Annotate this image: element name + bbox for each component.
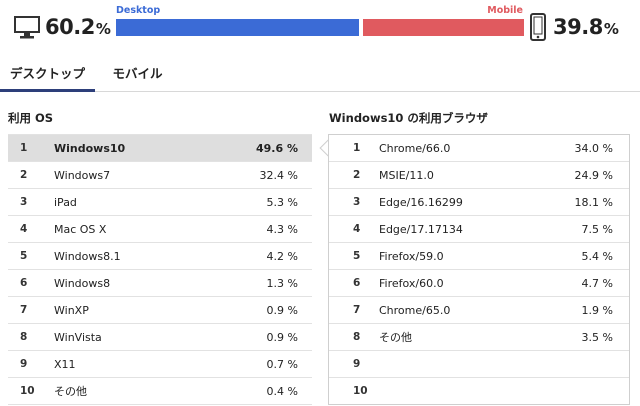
os-name: Mac OS X (54, 223, 107, 236)
browser-share: 18.1 % (574, 196, 613, 209)
os-share: 0.9 % (266, 304, 298, 317)
os-name: Windows10 (54, 142, 126, 155)
browser-name: Edge/16.16299 (379, 196, 463, 209)
browser-row-1: 1 Chrome/66.0 34.0 % (329, 135, 629, 162)
tab-mobile[interactable]: モバイル (112, 66, 163, 81)
row-rank: 5 (20, 250, 28, 262)
os-share: 49.6 % (256, 142, 298, 155)
row-rank: 2 (353, 169, 361, 181)
browser-share: 5.4 % (581, 250, 613, 263)
browser-share: 7.5 % (581, 223, 613, 236)
os-name: WinXP (54, 304, 89, 317)
browser-ranking-panel: 1 Chrome/66.0 34.0 % 2 MSIE/11.0 24.9 % 3 Edg… (328, 134, 630, 405)
row-rank: 8 (353, 331, 361, 343)
os-row-9[interactable]: 9 X11 0.7 % (8, 351, 312, 378)
desktop-bar-label: Desktop (116, 5, 161, 16)
os-row-4[interactable]: 4 Mac OS X 4.3 % (8, 216, 312, 243)
mobile-share-unit: % (603, 20, 619, 38)
os-share: 4.2 % (266, 250, 298, 263)
os-row-5[interactable]: 5 Windows8.1 4.2 % (8, 243, 312, 270)
os-share: 1.3 % (266, 277, 298, 290)
os-row-8[interactable]: 8 WinVista 0.9 % (8, 324, 312, 351)
mobile-share-bar (363, 19, 524, 36)
row-rank: 9 (353, 358, 361, 370)
desktop-share-bar (116, 19, 359, 36)
browser-share: 34.0 % (574, 142, 613, 155)
os-row-3[interactable]: 3 iPad 5.3 % (8, 189, 312, 216)
os-name: その他 (54, 385, 87, 398)
row-rank: 3 (353, 196, 361, 208)
row-rank: 5 (353, 250, 361, 262)
os-share: 5.3 % (266, 196, 298, 209)
browser-name: その他 (379, 331, 412, 344)
browser-name: Chrome/66.0 (379, 142, 451, 155)
share-bar-track (116, 19, 524, 36)
mobile-phone-icon (530, 13, 546, 41)
desktop-monitor-icon (14, 16, 40, 39)
browser-row-7: 7 Chrome/65.0 1.9 % (329, 297, 629, 324)
row-rank: 7 (20, 304, 28, 316)
desktop-share-unit: % (95, 20, 111, 38)
mobile-bar-label: Mobile (487, 5, 523, 16)
os-row-1[interactable]: 1 Windows10 49.6 % (8, 135, 312, 162)
browser-share: 1.9 % (581, 304, 613, 317)
browser-name: Edge/17.17134 (379, 223, 463, 236)
os-section-title: 利用 OS (8, 111, 54, 125)
tab-desktop[interactable]: デスクトップ (0, 60, 95, 92)
os-row-2[interactable]: 2 Windows7 32.4 % (8, 162, 312, 189)
browser-row-9: 9 (329, 351, 629, 378)
row-rank: 8 (20, 331, 28, 343)
row-rank: 4 (353, 223, 361, 235)
os-name: WinVista (54, 331, 102, 344)
os-row-10[interactable]: 10 その他 0.4 % (8, 378, 312, 405)
browser-name: Chrome/65.0 (379, 304, 451, 317)
row-rank: 10 (353, 385, 368, 397)
row-rank: 1 (353, 142, 361, 154)
row-rank: 6 (353, 277, 361, 289)
mobile-share-value: 39.8% (553, 15, 619, 39)
device-tabs: デスクトップ モバイル (0, 60, 640, 92)
os-row-7[interactable]: 7 WinXP 0.9 % (8, 297, 312, 324)
os-name: Windows8 (54, 277, 111, 290)
row-rank: 7 (353, 304, 361, 316)
row-rank: 4 (20, 223, 28, 235)
desktop-share-number: 60.2 (45, 15, 95, 39)
browser-section-title: Windows10 の利用ブラウザ (329, 111, 488, 125)
row-rank: 1 (20, 142, 28, 154)
row-rank: 6 (20, 277, 28, 289)
os-name: Windows7 (54, 169, 111, 182)
os-share: 0.7 % (266, 358, 298, 371)
device-share-bar: 60.2% Desktop Mobile 39.8% (0, 0, 640, 52)
browser-row-6: 6 Firefox/60.0 4.7 % (329, 270, 629, 297)
browser-row-5: 5 Firefox/59.0 5.4 % (329, 243, 629, 270)
os-name: iPad (54, 196, 77, 209)
mobile-share-number: 39.8 (553, 15, 603, 39)
row-rank: 2 (20, 169, 28, 181)
browser-row-8: 8 その他 3.5 % (329, 324, 629, 351)
browser-name: Firefox/60.0 (379, 277, 444, 290)
browser-share: 3.5 % (581, 331, 613, 344)
browser-share: 4.7 % (581, 277, 613, 290)
browser-name: MSIE/11.0 (379, 169, 434, 182)
browser-row-10: 10 (329, 378, 629, 405)
os-name: Windows8.1 (54, 250, 121, 263)
browser-row-2: 2 MSIE/11.0 24.9 % (329, 162, 629, 189)
os-share: 32.4 % (259, 169, 298, 182)
row-rank: 3 (20, 196, 28, 208)
row-rank: 10 (20, 385, 35, 397)
os-row-6[interactable]: 6 Windows8 1.3 % (8, 270, 312, 297)
os-ranking-list: 1 Windows10 49.6 % 2 Windows7 32.4 % 3 iPad 5.… (8, 134, 312, 405)
os-share: 0.4 % (266, 385, 298, 398)
row-rank: 9 (20, 358, 28, 370)
browser-name: Firefox/59.0 (379, 250, 444, 263)
browser-row-4: 4 Edge/17.17134 7.5 % (329, 216, 629, 243)
os-share: 4.3 % (266, 223, 298, 236)
browser-row-3: 3 Edge/16.16299 18.1 % (329, 189, 629, 216)
os-name: X11 (54, 358, 76, 371)
browser-share: 24.9 % (574, 169, 613, 182)
os-share: 0.9 % (266, 331, 298, 344)
desktop-share-value: 60.2% (45, 15, 111, 39)
